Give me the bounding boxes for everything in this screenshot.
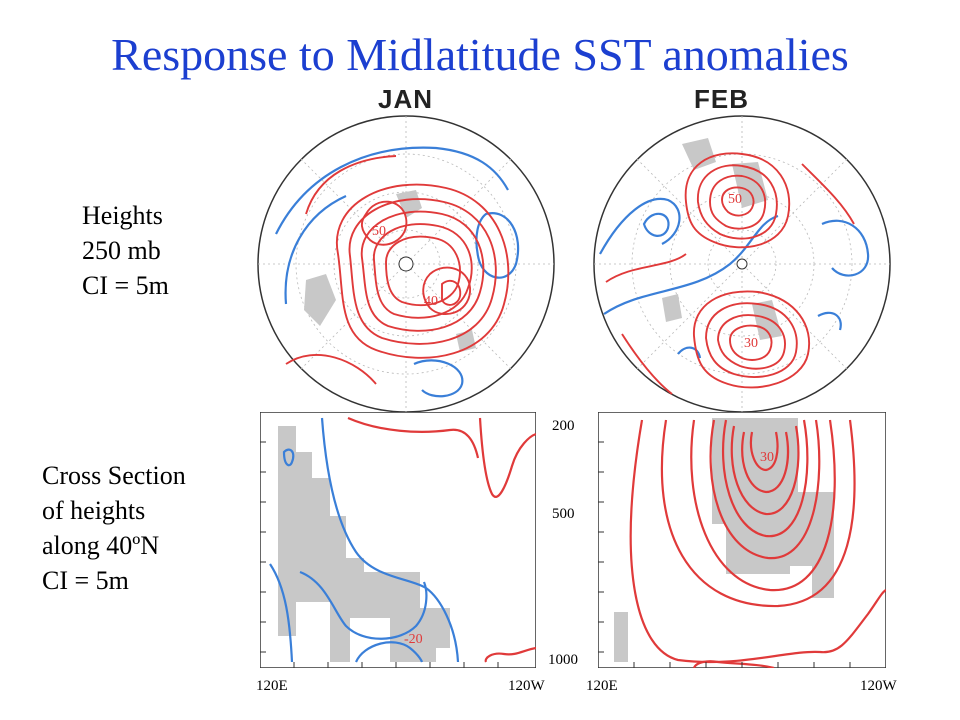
pressure-label-200: 200: [552, 418, 575, 434]
jan-lon-left-label: 120E: [256, 678, 288, 694]
feb-map-contour-label: 50: [728, 192, 742, 207]
cross-section-caption-line: CI = 5m: [42, 566, 129, 595]
feb-lon-right-label: 120W: [860, 678, 897, 694]
heights-caption-line: CI = 5m: [82, 271, 169, 300]
cross-section-caption: Cross Section of heights along 40ºN CI =…: [42, 458, 186, 598]
cross-section-caption-line: of heights: [42, 496, 146, 525]
feb-lon-left-label: 120E: [586, 678, 618, 694]
heights-caption-line: Heights: [82, 201, 163, 230]
feb-label: FEB: [694, 84, 749, 114]
jan-cross-section: [260, 412, 536, 668]
jan-polar-map: [257, 115, 555, 413]
heights-caption-line: 250 mb: [82, 236, 161, 265]
jan-label: JAN: [378, 84, 434, 114]
pressure-label-1000: 1000: [548, 652, 578, 668]
slide-title: Response to Midlatitude SST anomalies: [111, 29, 849, 80]
cross-section-caption-line: along 40ºN: [42, 531, 160, 560]
feb-cross-section: [598, 412, 886, 668]
jan-lon-right-label: 120W: [508, 678, 545, 694]
cross-section-caption-line: Cross Section: [42, 461, 186, 490]
jan-xsec-contour-label: -20: [404, 632, 423, 647]
jan-map-contour-label: 50: [372, 224, 386, 239]
pressure-label-500: 500: [552, 506, 575, 522]
feb-map-contour-label: 30: [744, 336, 758, 351]
feb-xsec-contour-label: 30: [760, 450, 774, 465]
feb-polar-map: [593, 115, 891, 413]
heights-caption: Heights 250 mb CI = 5m: [82, 198, 169, 303]
jan-map-contour-label: 40: [424, 294, 438, 309]
